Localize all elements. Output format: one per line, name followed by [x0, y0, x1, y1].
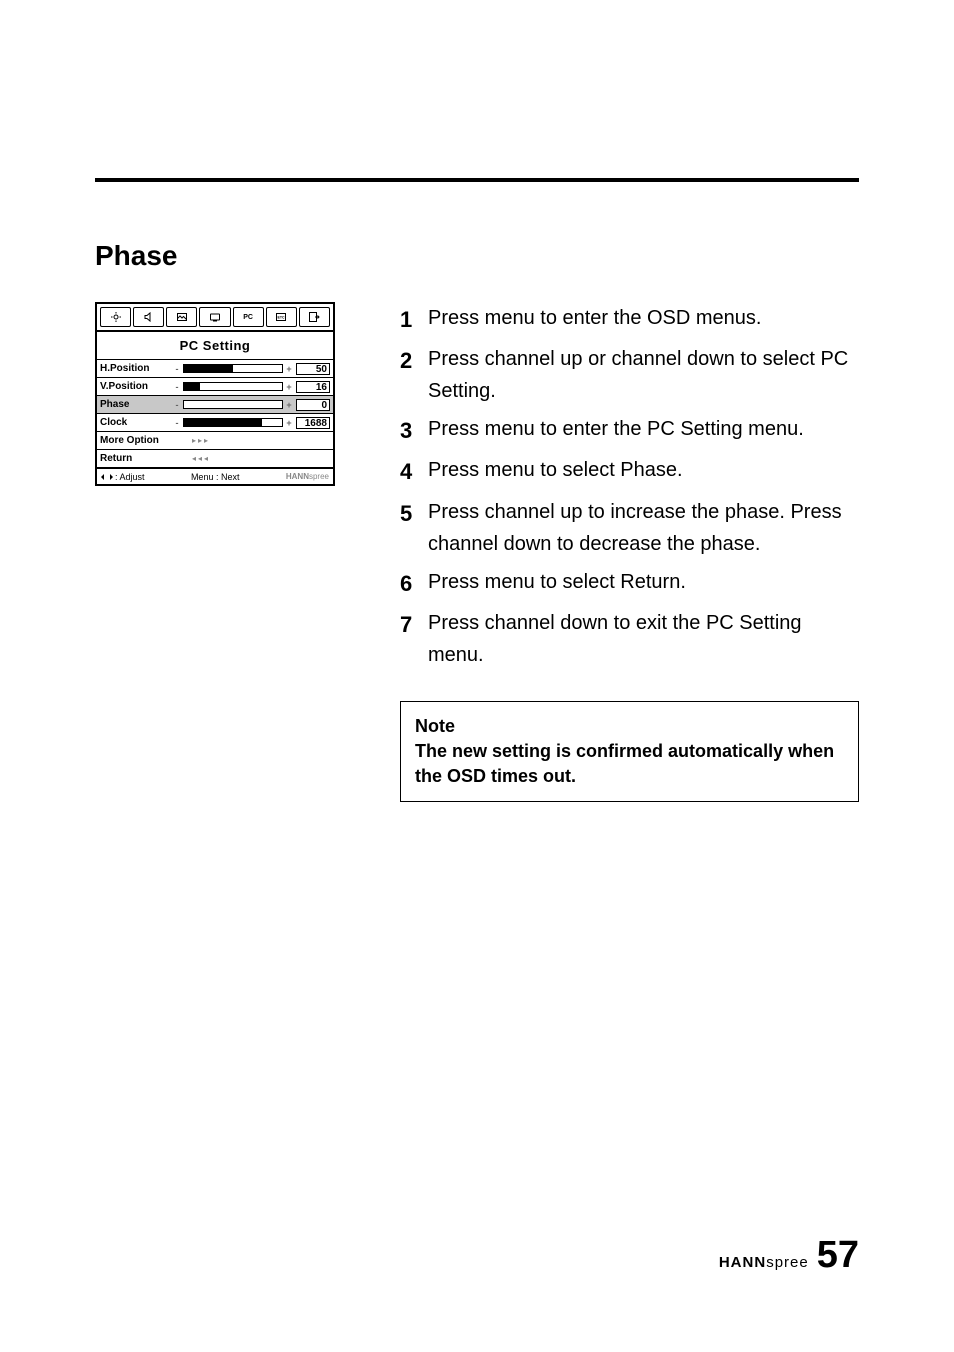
step-item: Press menu to enter the OSD menus.: [400, 302, 859, 337]
tab-picture[interactable]: [166, 307, 197, 327]
instructions-column: Press menu to enter the OSD menus. Press …: [400, 302, 859, 802]
osd-slider-fill: [184, 365, 233, 372]
osd-row-label: H.Position: [100, 363, 172, 374]
note-body: The new setting is confirmed automatical…: [415, 739, 844, 789]
osd-slider[interactable]: [183, 364, 283, 373]
svg-text:ETC: ETC: [278, 316, 285, 320]
osd-row-more-option[interactable]: More Option ▸▸▸: [97, 432, 333, 450]
step-item: Press channel up to increase the phase. …: [400, 496, 859, 560]
osd-row-v-position[interactable]: V.Position- +16: [97, 378, 333, 396]
osd-row-clock[interactable]: Clock- +1688: [97, 414, 333, 432]
arrows-icon: ◂◂◂: [192, 454, 210, 463]
osd-footer-left-text: : Adjust: [115, 472, 145, 482]
minus-icon: -: [172, 364, 182, 374]
step-item: Press menu to select Return.: [400, 566, 859, 601]
step-text: Press menu to enter the PC Setting menu.: [428, 413, 804, 448]
step-item: Press menu to select Phase.: [400, 454, 859, 489]
leftright-icon: [101, 473, 113, 481]
osd-footer-menu: Menu : Next: [191, 472, 240, 482]
tab-etc[interactable]: ETC: [266, 307, 297, 327]
page-rule: [95, 178, 859, 182]
osd-panel: PC ETC PC Setting H.Position-+50V.Positi…: [95, 302, 335, 486]
osd-slider[interactable]: [183, 418, 283, 427]
osd-value: 1688: [296, 417, 330, 429]
page-number: 57: [817, 1234, 859, 1277]
note-box: Note The new setting is confirmed automa…: [400, 701, 859, 803]
osd-tabstrip: PC ETC: [97, 304, 333, 332]
exit-icon: [308, 311, 320, 323]
osd-slider[interactable]: [183, 400, 283, 409]
step-text: Press menu to enter the OSD menus.: [428, 302, 762, 337]
minus-icon: -: [172, 382, 182, 392]
step-item: Press channel down to exit the PC Settin…: [400, 607, 859, 671]
page-footer: HANNspree 57: [719, 1234, 859, 1277]
osd-footer: : Adjust Menu : Next HANNspree: [97, 468, 333, 484]
arrows-icon: ▸▸▸: [192, 436, 210, 445]
plus-icon: +: [284, 400, 294, 410]
speaker-icon: [143, 311, 155, 323]
osd-slider[interactable]: [183, 382, 283, 391]
step-text: Press menu to select Phase.: [428, 454, 683, 489]
image-icon: [176, 311, 188, 323]
footer-brand-bold: HANN: [719, 1254, 766, 1271]
minus-icon: -: [172, 418, 182, 428]
tab-pc-label: PC: [243, 314, 253, 321]
osd-slider-fill: [184, 419, 262, 426]
footer-brand-light: spree: [766, 1254, 809, 1271]
osd-value: 16: [296, 381, 330, 393]
osd-row-h-position[interactable]: H.Position- +50: [97, 360, 333, 378]
section-title: Phase: [95, 240, 859, 272]
note-title: Note: [415, 714, 844, 739]
osd-row-label: More Option: [100, 435, 172, 446]
etc-icon: ETC: [275, 311, 287, 323]
minus-icon: -: [172, 400, 182, 410]
step-text: Press channel up to increase the phase. …: [428, 496, 859, 560]
osd-rows: H.Position-+50V.Position-+16Phase-+0Cloc…: [97, 360, 333, 468]
steps-list: Press menu to enter the OSD menus. Press …: [400, 302, 859, 671]
step-text: Press menu to select Return.: [428, 566, 686, 601]
osd-row-label: Clock: [100, 417, 172, 428]
tab-pc[interactable]: PC: [233, 307, 264, 327]
osd-row-label: Phase: [100, 399, 172, 410]
osd-row-label: Return: [100, 453, 172, 464]
tab-audio[interactable]: [133, 307, 164, 327]
tv-icon: [209, 311, 221, 323]
tab-brightness[interactable]: [100, 307, 131, 327]
osd-title: PC Setting: [97, 332, 333, 360]
tab-exit[interactable]: [299, 307, 330, 327]
footer-brand: HANNspree: [719, 1254, 809, 1271]
osd-row-phase[interactable]: Phase- +0: [97, 396, 333, 414]
columns: PC ETC PC Setting H.Position-+50V.Positi…: [95, 302, 859, 802]
step-text: Press channel down to exit the PC Settin…: [428, 607, 859, 671]
tab-tv[interactable]: [199, 307, 230, 327]
brand-light: spree: [309, 472, 329, 481]
step-text: Press channel up or channel down to sele…: [428, 343, 859, 407]
osd-row-label: V.Position: [100, 381, 172, 392]
brand-bold: HANN: [286, 472, 309, 481]
osd-footer-brand: HANNspree: [286, 472, 329, 481]
plus-icon: +: [284, 382, 294, 392]
osd-footer-adjust: : Adjust: [101, 472, 145, 482]
osd-slider-fill: [184, 383, 200, 390]
sun-icon: [110, 311, 122, 323]
step-item: Press channel up or channel down to sele…: [400, 343, 859, 407]
plus-icon: +: [284, 418, 294, 428]
osd-row-return[interactable]: Return ◂◂◂: [97, 450, 333, 468]
step-item: Press menu to enter the PC Setting menu.: [400, 413, 859, 448]
osd-column: PC ETC PC Setting H.Position-+50V.Positi…: [95, 302, 345, 802]
plus-icon: +: [284, 364, 294, 374]
page-content: Phase PC: [95, 240, 859, 802]
osd-value: 0: [296, 399, 330, 411]
osd-value: 50: [296, 363, 330, 375]
